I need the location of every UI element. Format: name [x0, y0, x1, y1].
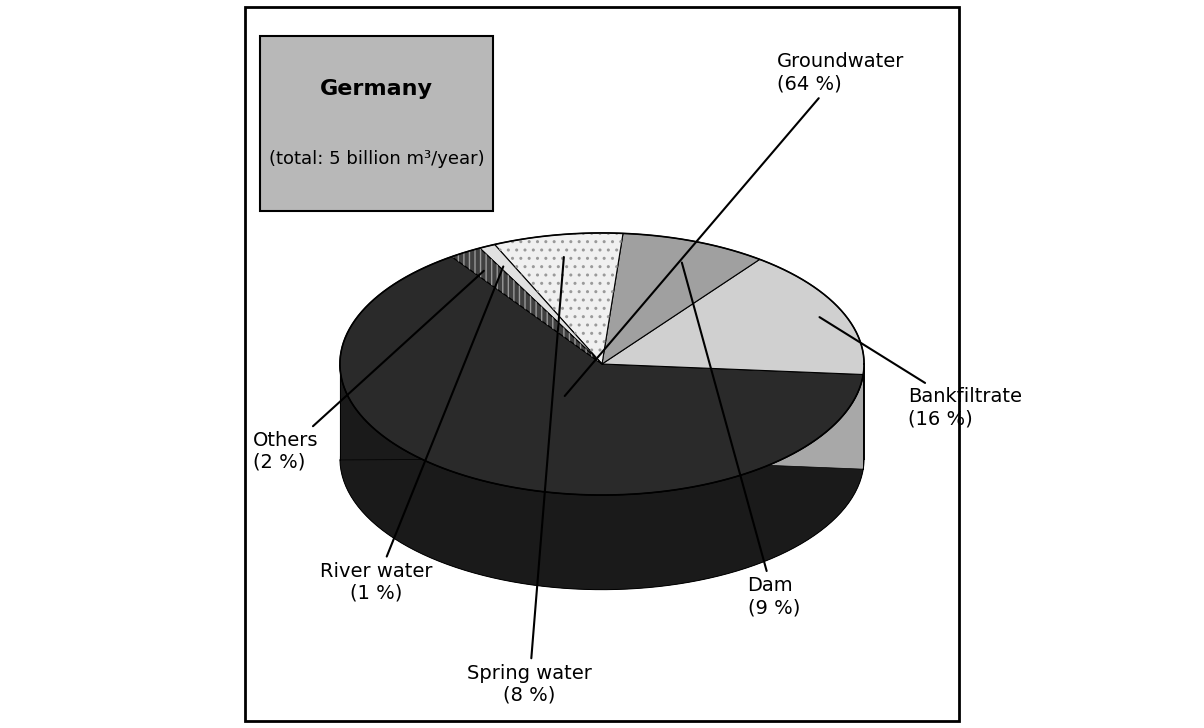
Polygon shape — [602, 234, 760, 364]
Text: Germany: Germany — [320, 79, 432, 98]
Polygon shape — [340, 328, 864, 590]
Polygon shape — [340, 365, 863, 590]
Polygon shape — [495, 233, 622, 364]
Text: Dam
(9 %): Dam (9 %) — [681, 263, 799, 617]
FancyBboxPatch shape — [260, 36, 492, 211]
Polygon shape — [340, 257, 863, 495]
Text: Spring water
(8 %): Spring water (8 %) — [467, 257, 591, 705]
Text: Groundwater
(64 %): Groundwater (64 %) — [565, 52, 904, 396]
Text: Others
(2 %): Others (2 %) — [253, 271, 484, 472]
Polygon shape — [452, 248, 602, 364]
Text: River water
(1 %): River water (1 %) — [320, 266, 503, 603]
Polygon shape — [602, 364, 863, 469]
Polygon shape — [602, 364, 863, 469]
Text: Bankfiltrate
(16 %): Bankfiltrate (16 %) — [820, 317, 1022, 428]
Polygon shape — [602, 259, 864, 374]
Text: (total: 5 billion m³/year): (total: 5 billion m³/year) — [268, 150, 484, 168]
Polygon shape — [479, 245, 602, 364]
